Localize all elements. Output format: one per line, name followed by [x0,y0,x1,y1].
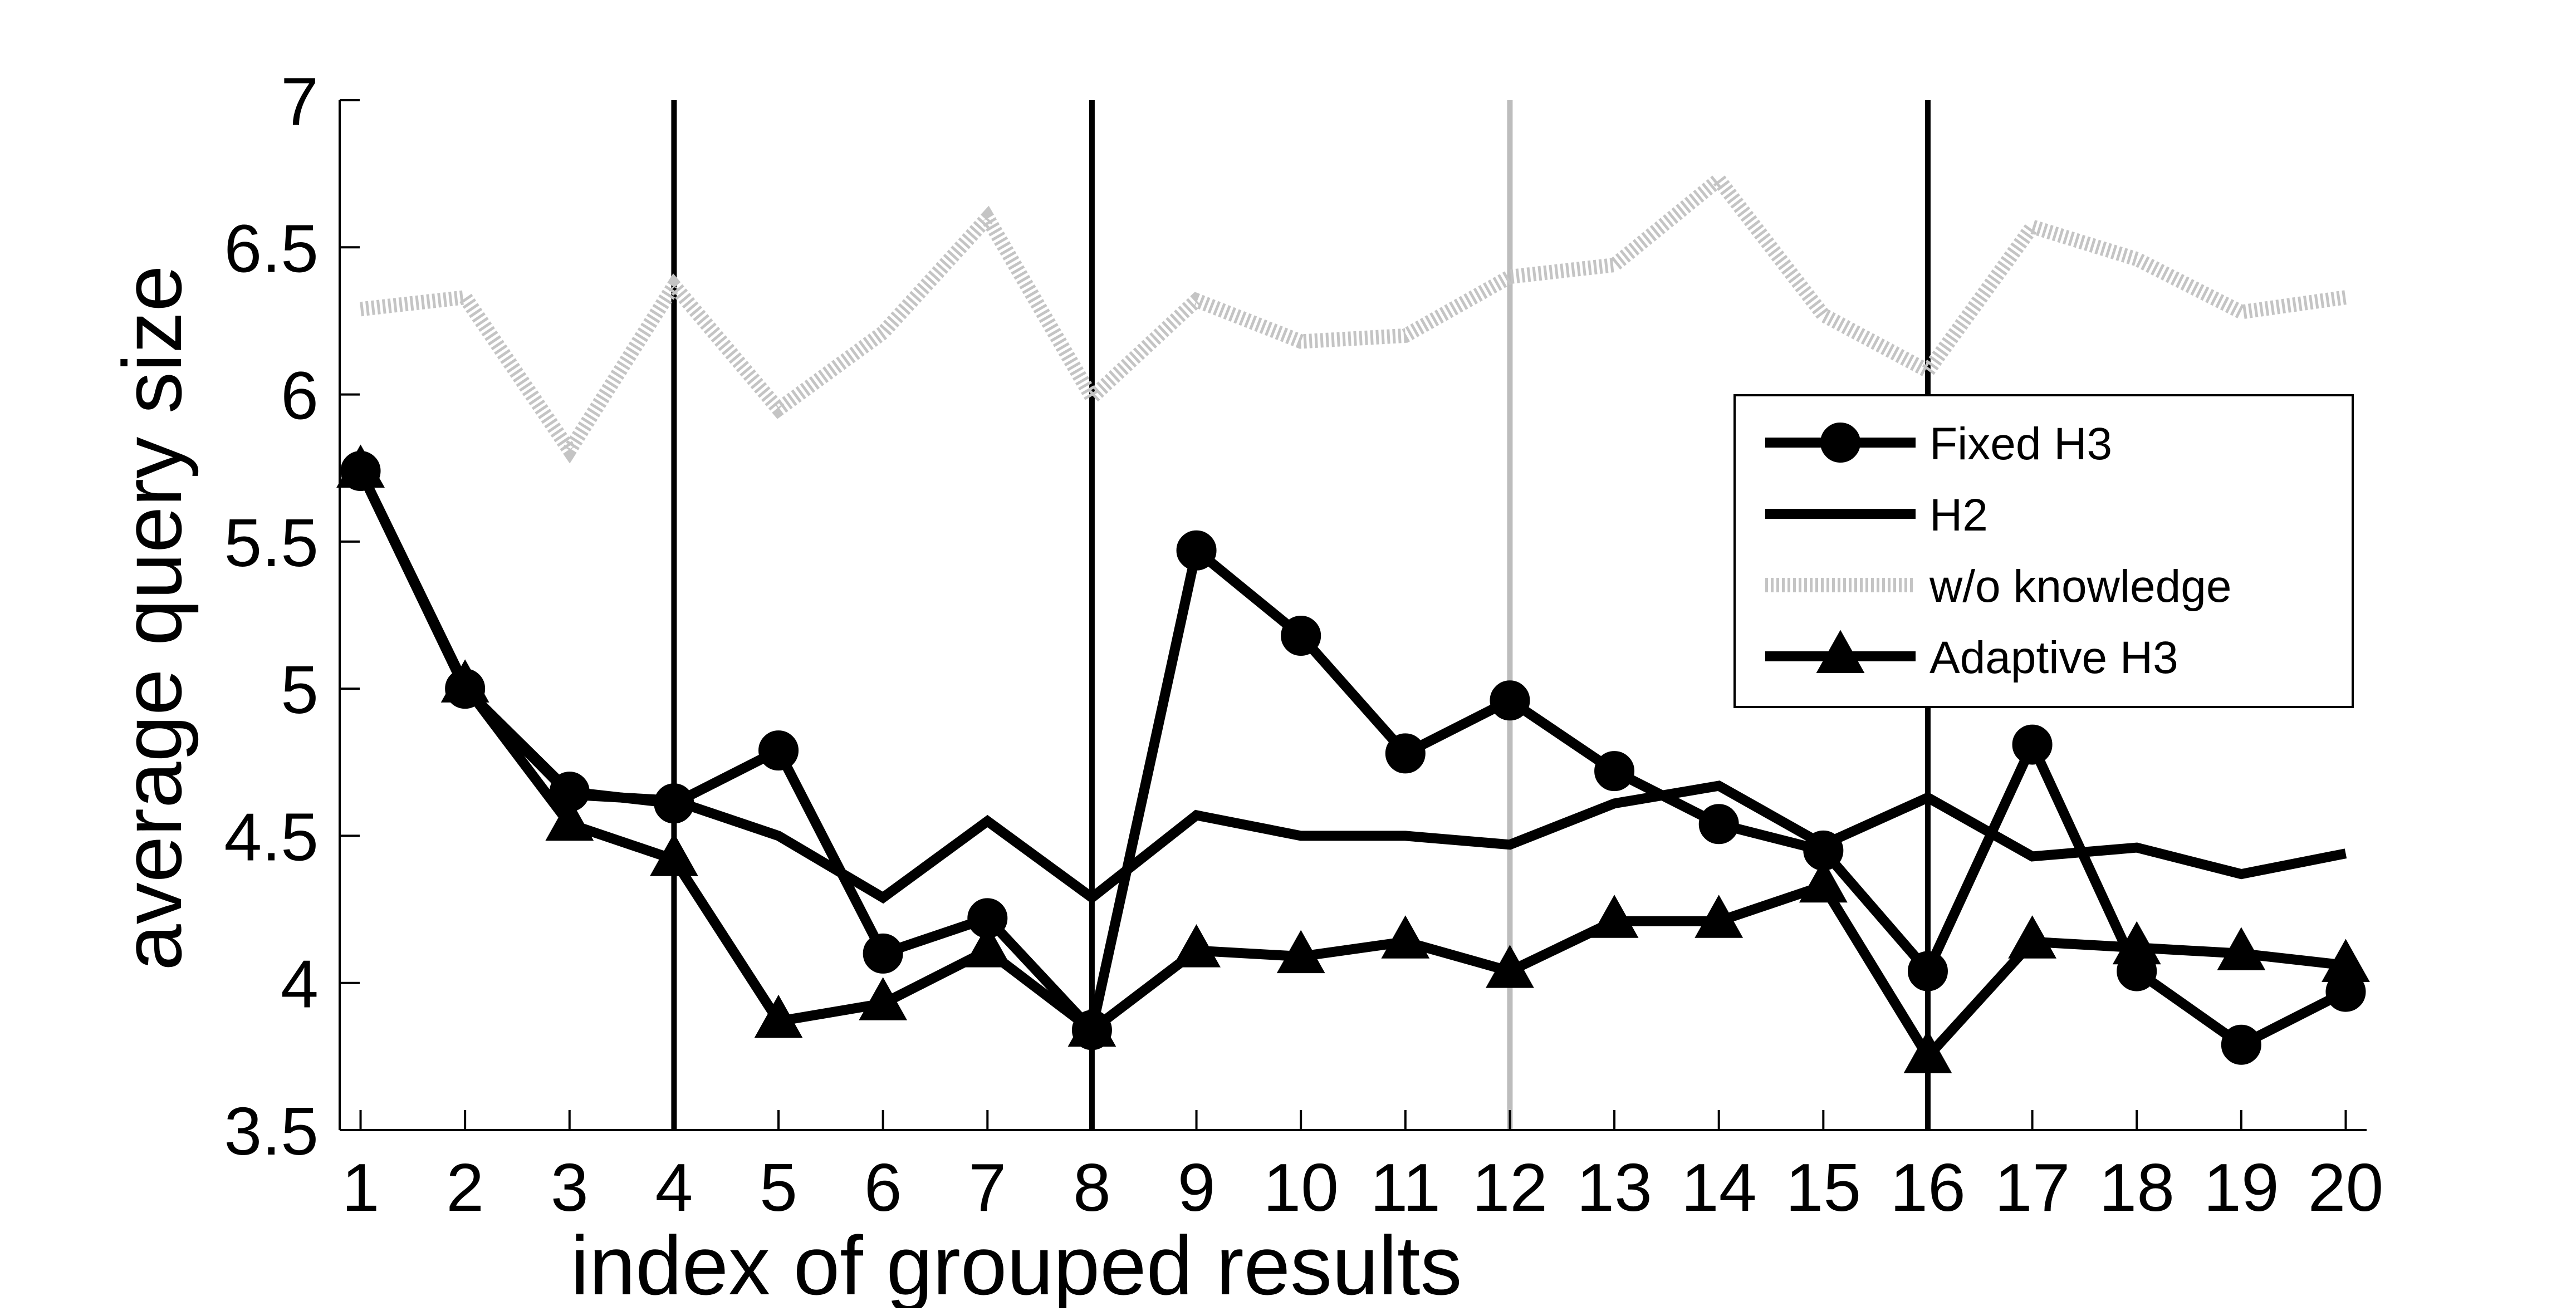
data-point-circle [1385,733,1426,774]
data-point-triangle [2322,939,2370,982]
data-point-triangle [649,833,698,876]
x-tick-label: 19 [2203,1150,2279,1225]
x-tick-label: 10 [1263,1150,1339,1225]
data-point-circle [654,783,694,824]
x-tick-label: 13 [1576,1150,1652,1225]
x-tick-label: 14 [1681,1150,1757,1225]
data-point-triangle [1903,1030,1952,1073]
x-tick-label: 1 [342,1150,380,1225]
x-tick-label: 7 [968,1150,1006,1225]
data-point-circle [1490,680,1530,721]
x-tick-label: 4 [655,1150,693,1225]
data-point-circle [2221,1024,2261,1065]
legend: Fixed H3 H2 w/o knowledge Adaptive H3 [1733,394,2354,708]
legend-entry: Fixed H3 [1765,419,2112,469]
x-axis-label: index of grouped results [570,1219,1462,1308]
y-tick-label: 3.5 [224,1093,319,1169]
legend-label: H2 [1929,490,1988,541]
legend-label: Adaptive H3 [1929,632,2178,683]
data-point-triangle [1067,1003,1116,1047]
data-point-circle [1698,804,1739,844]
data-point-circle [2012,724,2053,765]
x-tick-label: 12 [1472,1150,1548,1225]
y-tick-label: 6.5 [224,210,319,286]
legend-label: w/o knowledge [1929,561,2231,612]
data-point-triangle [859,977,908,1020]
tick-labels-layer: 3.544.555.566.571 2 3 4 5 6 7 8 9 10 11 12 13 14 15 16 1… [224,63,2383,1225]
series-w-o-knowledge [360,169,2347,464]
data-point-triangle [1381,915,1430,959]
x-tick-label: 16 [1890,1150,1966,1225]
data-point-triangle [1590,895,1639,938]
y-tick-label: 4.5 [224,799,319,875]
data-point-triangle [1816,630,1865,673]
y-tick-label: 4 [281,946,319,1022]
x-tick-label: 8 [1073,1150,1111,1225]
data-point-circle [1281,616,1321,656]
data-point-triangle [1172,924,1221,968]
series-adaptive-h3 [336,444,2370,1073]
y-tick-label: 6 [281,358,319,434]
x-tick-label: 11 [1370,1150,1441,1225]
data-point-triangle [2112,921,2161,965]
data-point-circle [1176,530,1217,571]
y-axis-label: average query size [105,265,199,970]
x-tick-label: 20 [2308,1150,2384,1225]
data-point-circle [758,730,799,771]
axes-layer [339,99,2367,1131]
data-point-triangle [336,444,385,488]
series-layer [336,169,2370,1073]
data-point-triangle [2217,927,2266,970]
legend-entry: w/o knowledge [1765,561,2231,612]
x-tick-label: 3 [551,1150,589,1225]
series-line [360,169,2347,464]
data-point-triangle [440,659,489,703]
data-point-triangle [963,924,1012,968]
x-tick-label: 2 [446,1150,484,1225]
series-line [356,469,2347,1065]
x-tick-label: 5 [760,1150,797,1225]
data-point-circle [863,933,903,974]
data-point-triangle [1276,930,1325,974]
data-point-circle [1907,951,1948,991]
legend-label: Fixed H3 [1929,419,2112,469]
y-tick-label: 5.5 [224,505,319,581]
x-tick-label: 17 [1995,1150,2070,1225]
data-point-circle [1594,751,1635,792]
y-tick-label: 7 [281,63,319,139]
legend-entry: Adaptive H3 [1765,630,2178,683]
data-point-triangle [1486,945,1534,988]
data-point-triangle [1799,859,1848,903]
legend-entry: H2 [1765,490,1988,541]
data-point-circle [1820,423,1860,463]
data-point-triangle [1695,895,1744,938]
data-point-triangle [2008,915,2057,959]
data-point-triangle [754,994,803,1038]
x-tick-label: 18 [2099,1150,2175,1225]
x-tick-label: 6 [864,1150,902,1225]
y-tick-label: 5 [281,652,319,728]
x-tick-label: 9 [1178,1150,1216,1225]
data-point-triangle [545,797,594,841]
x-tick-label: 15 [1785,1150,1861,1225]
